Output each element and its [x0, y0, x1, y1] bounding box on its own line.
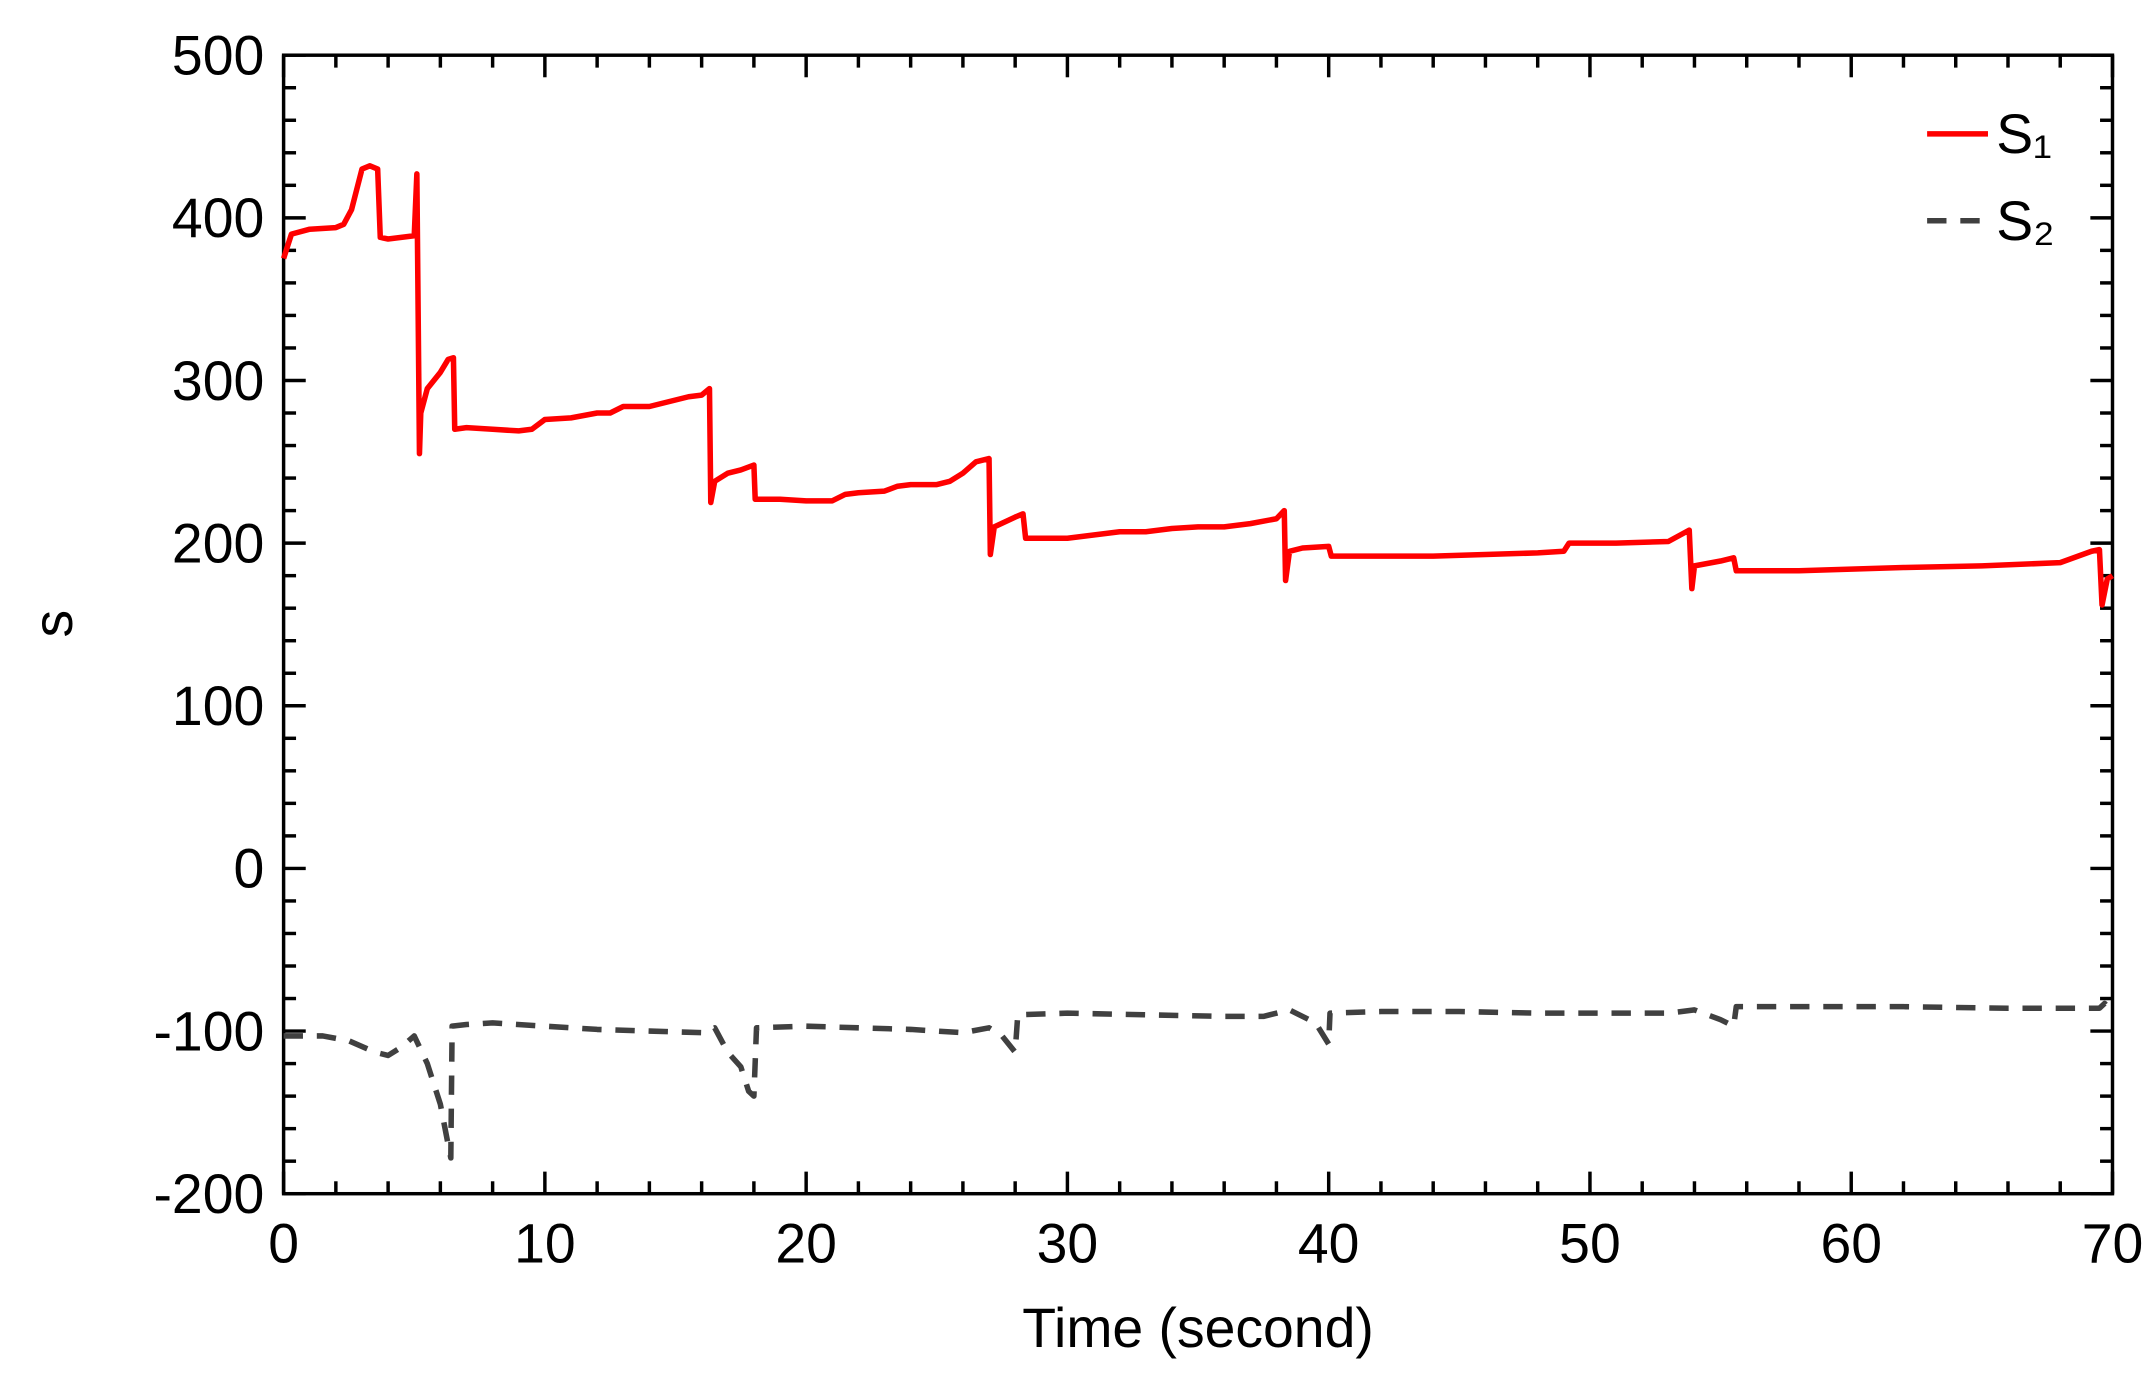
- y-tick-label: 500: [172, 25, 264, 87]
- x-tick-label: 60: [1820, 1213, 1882, 1275]
- x-tick-label: 20: [775, 1213, 837, 1275]
- x-axis-label: Time (second): [1022, 1297, 1373, 1359]
- x-tick-label: 30: [1037, 1213, 1099, 1275]
- x-tick-label: 50: [1559, 1213, 1621, 1275]
- plot-frame: [281, 53, 2115, 1196]
- y-tick-label: -100: [154, 1000, 265, 1062]
- y-tick-label: 200: [172, 513, 264, 575]
- y-tick-label: 100: [172, 675, 264, 737]
- legend-label: S₁: [1996, 103, 2052, 165]
- series-line: [280, 163, 2114, 608]
- x-tick-label: 0: [268, 1213, 299, 1275]
- y-tick-label: 300: [172, 350, 264, 412]
- x-tick-label: 10: [514, 1213, 576, 1275]
- y-tick-label: 0: [233, 838, 264, 900]
- x-tick-label: 70: [2082, 1213, 2144, 1275]
- y-tick-label: -200: [154, 1163, 265, 1225]
- x-tick-label: 40: [1298, 1213, 1360, 1275]
- y-tick-label: 400: [172, 187, 264, 249]
- y-axis-label: s: [22, 610, 84, 638]
- series-line: [283, 1000, 2115, 1161]
- legend-label: S₂: [1996, 190, 2054, 252]
